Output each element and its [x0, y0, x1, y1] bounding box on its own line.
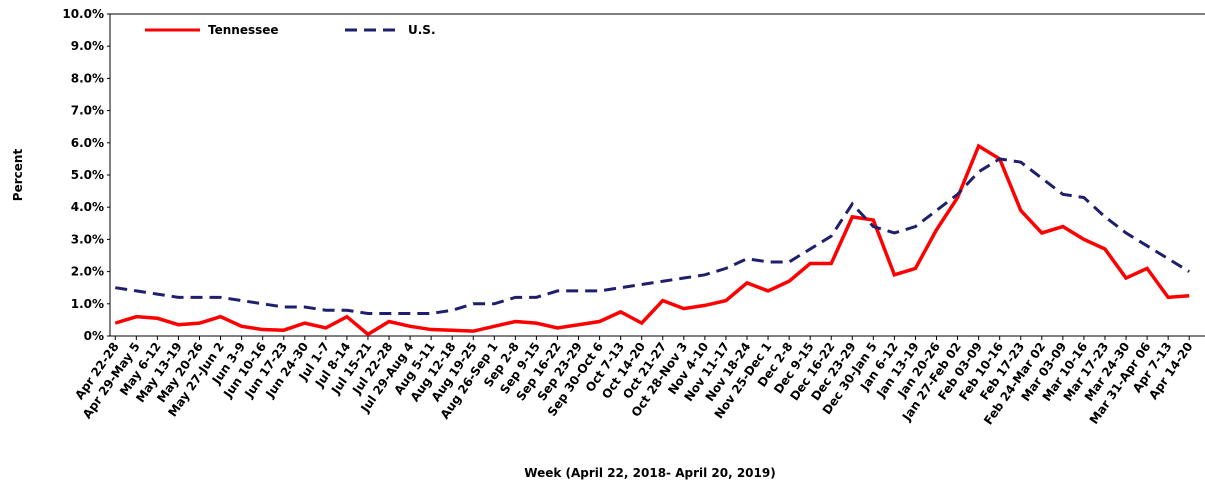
y-tick-label: 5.0%: [71, 168, 104, 182]
legend-label: U.S.: [408, 23, 436, 37]
y-tick-label: 1.0%: [71, 297, 104, 311]
y-tick-label: 8.0%: [71, 71, 104, 85]
y-tick-label: 6.0%: [71, 136, 104, 150]
y-tick-label: 9.0%: [71, 39, 104, 53]
y-axis-title: Percent: [11, 149, 25, 202]
x-axis-title: Week (April 22, 2018- April 20, 2019): [524, 466, 775, 480]
y-tick-label: 3.0%: [71, 232, 104, 246]
series-line: [114, 143, 1190, 337]
y-tick-label: 2.0%: [71, 265, 104, 279]
legend-label: Tennessee: [208, 23, 279, 37]
y-tick-label: 4.0%: [71, 200, 104, 214]
y-tick-label: 0%: [84, 329, 104, 343]
y-tick-label: 7.0%: [71, 104, 104, 118]
y-tick-label: 10.0%: [62, 7, 104, 21]
series-line: [115, 157, 1190, 315]
